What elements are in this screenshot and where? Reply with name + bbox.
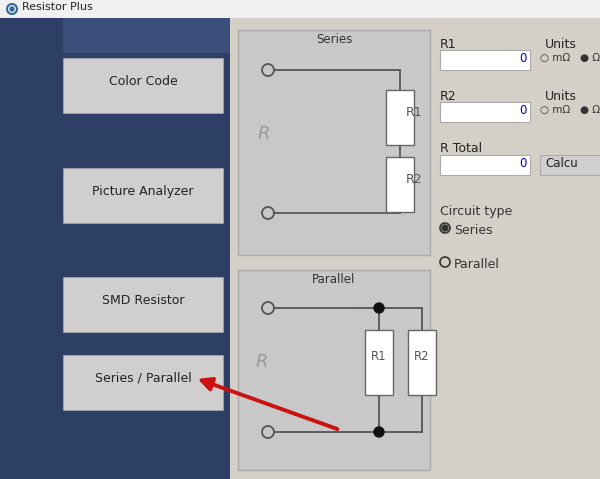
Text: R2: R2 bbox=[406, 172, 422, 185]
Bar bbox=[365, 330, 393, 395]
Bar bbox=[408, 330, 436, 395]
Text: Units: Units bbox=[545, 38, 577, 51]
Text: R: R bbox=[256, 353, 269, 371]
Bar bbox=[63, 277, 223, 332]
Text: Resistor Plus: Resistor Plus bbox=[22, 2, 93, 12]
Text: Calcu: Calcu bbox=[545, 157, 578, 170]
Bar bbox=[440, 102, 530, 122]
Bar bbox=[63, 18, 230, 53]
Text: Parallel: Parallel bbox=[454, 258, 500, 271]
Text: Units: Units bbox=[545, 90, 577, 103]
Text: ○ mΩ: ○ mΩ bbox=[540, 105, 570, 115]
Text: R2: R2 bbox=[414, 351, 430, 364]
Text: 0: 0 bbox=[520, 104, 527, 117]
Circle shape bbox=[10, 7, 14, 11]
Bar bbox=[386, 90, 414, 145]
Bar bbox=[0, 0, 600, 18]
Text: Series / Parallel: Series / Parallel bbox=[95, 372, 191, 385]
Bar bbox=[0, 18, 230, 479]
Text: Picture Analyzer: Picture Analyzer bbox=[92, 184, 194, 197]
Bar bbox=[440, 155, 530, 175]
Text: Circuit type: Circuit type bbox=[440, 205, 512, 218]
Circle shape bbox=[374, 303, 384, 313]
Text: SMD Resistor: SMD Resistor bbox=[102, 294, 184, 307]
Bar bbox=[386, 157, 414, 212]
Text: R2: R2 bbox=[440, 90, 457, 103]
Text: R Total: R Total bbox=[440, 142, 482, 155]
Text: Parallel: Parallel bbox=[313, 273, 356, 286]
Text: R1: R1 bbox=[440, 38, 457, 51]
Text: 0: 0 bbox=[520, 157, 527, 170]
Bar bbox=[230, 18, 600, 479]
Text: R1: R1 bbox=[371, 351, 387, 364]
Circle shape bbox=[442, 225, 448, 231]
Text: R1: R1 bbox=[406, 105, 422, 118]
Text: 0: 0 bbox=[520, 52, 527, 65]
Bar bbox=[63, 58, 223, 113]
Bar bbox=[63, 168, 223, 223]
Bar bbox=[540, 155, 600, 175]
Bar bbox=[238, 270, 430, 470]
Text: Series: Series bbox=[316, 33, 352, 46]
Text: ○ mΩ: ○ mΩ bbox=[540, 53, 570, 63]
Bar bbox=[440, 50, 530, 70]
Text: Color Code: Color Code bbox=[109, 75, 178, 88]
Text: Series: Series bbox=[454, 224, 493, 237]
Bar bbox=[63, 355, 223, 410]
Text: R: R bbox=[258, 125, 271, 143]
Circle shape bbox=[374, 427, 384, 437]
Text: ● Ω: ● Ω bbox=[580, 105, 600, 115]
Text: ● Ω: ● Ω bbox=[580, 53, 600, 63]
Bar bbox=[238, 30, 430, 255]
